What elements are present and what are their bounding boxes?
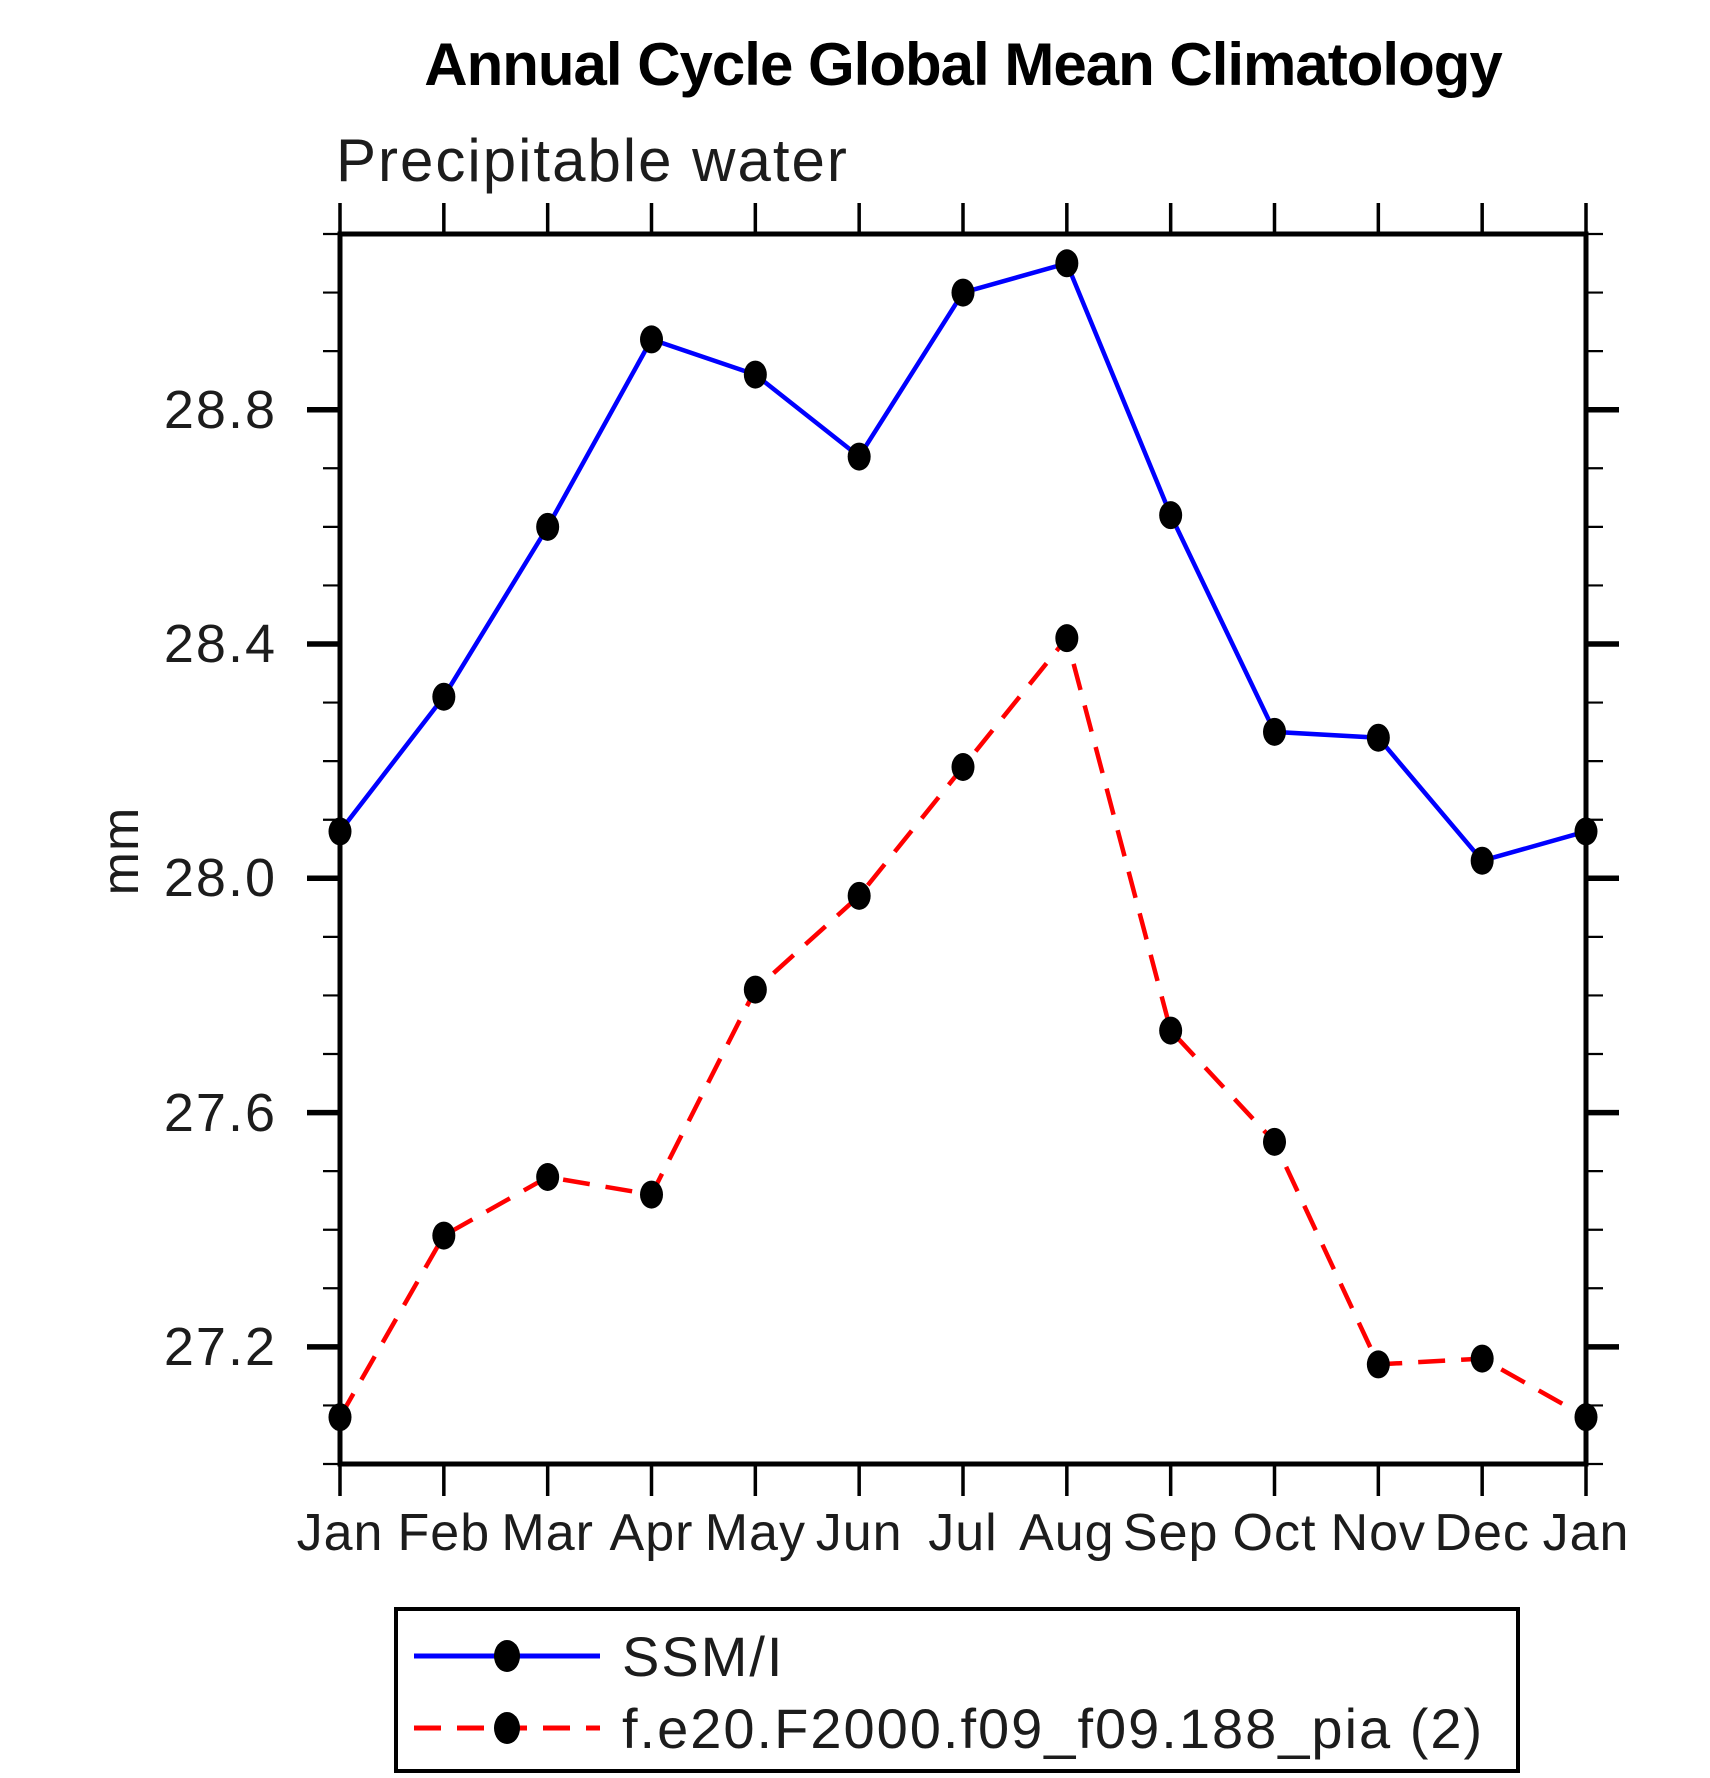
data-point-marker: [951, 278, 975, 307]
data-point-marker: [1263, 1127, 1286, 1156]
x-tick-label: Mar: [501, 1504, 594, 1562]
legend-label: f.e20.F2000.f09_f09.188_pia (2): [622, 1696, 1485, 1760]
y-tick-label: 28.4: [163, 614, 277, 674]
data-point-marker: [328, 1403, 352, 1432]
x-tick-label: Sep: [1122, 1504, 1219, 1562]
plot-box: [337, 231, 1589, 1467]
data-point-marker: [1366, 1350, 1390, 1379]
x-tick-label: Dec: [1434, 1504, 1530, 1562]
data-point-marker: [743, 975, 767, 1004]
legend-entry-ssmi: SSM/I: [408, 1623, 784, 1689]
data-point-marker: [1055, 624, 1079, 653]
data-point-marker: [1574, 1403, 1598, 1432]
x-tick-label: Jun: [815, 1504, 903, 1562]
y-tick-label: 27.6: [163, 1082, 277, 1143]
data-point-marker: [1055, 249, 1079, 278]
data-point-marker: [432, 682, 456, 711]
data-point-marker: [951, 753, 975, 781]
y-tick-label: 27.2: [163, 1316, 277, 1377]
x-tick-label: Jul: [928, 1504, 998, 1562]
x-tick-label: Aug: [1019, 1504, 1115, 1562]
data-point-marker: [743, 360, 767, 389]
data-point-marker: [847, 442, 871, 471]
data-point-marker: [536, 1163, 560, 1191]
data-point-marker: [1159, 1016, 1183, 1045]
x-tick-label: Nov: [1330, 1504, 1427, 1562]
data-point-marker: [1470, 846, 1494, 875]
data-point-marker: [328, 817, 352, 846]
chart-subtitle: Precipitable water: [336, 127, 849, 194]
data-point-marker: [1263, 717, 1286, 746]
legend-entry-model: f.e20.F2000.f09_f09.188_pia (2): [408, 1695, 1484, 1761]
x-tick-label: Jan: [296, 1504, 384, 1562]
data-point-marker: [847, 881, 871, 910]
y-tick-label: 28.8: [163, 379, 277, 440]
data-point-marker: [1574, 817, 1598, 846]
legend-line-sample-dashed: [414, 1712, 600, 1744]
x-tick-label: Feb: [397, 1504, 491, 1562]
x-tick-label: Oct: [1232, 1504, 1317, 1562]
chart-title: Annual Cycle Global Mean Climatology: [424, 31, 1503, 98]
x-tick-label: Jan: [1542, 1504, 1630, 1562]
data-point-marker: [1159, 501, 1183, 530]
data-point-marker: [536, 512, 560, 541]
data-point-marker: [640, 325, 663, 354]
x-tick-label: May: [704, 1504, 806, 1562]
x-tick-label: Apr: [609, 1504, 694, 1562]
legend-label: SSM/I: [622, 1624, 785, 1688]
data-point-marker: [432, 1221, 456, 1250]
data-point-marker: [640, 1180, 663, 1209]
legend-line-sample-solid: [414, 1640, 600, 1672]
legend: SSM/I f.e20.F2000.f09_f09.188_pia (2): [394, 1607, 1520, 1773]
data-point-marker: [1366, 723, 1390, 752]
y-tick-label: 28.0: [163, 848, 277, 909]
data-point-marker: [1470, 1344, 1494, 1373]
